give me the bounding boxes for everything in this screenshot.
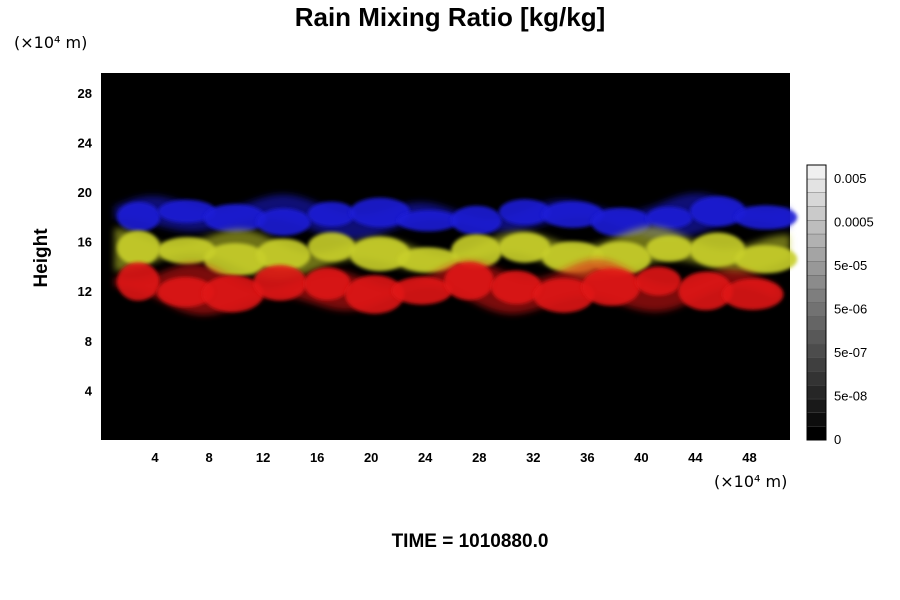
y-tick-label: 12 — [78, 284, 92, 299]
colorbar-level — [806, 288, 827, 304]
colorbar-level — [806, 274, 827, 290]
rain-band-cell — [444, 262, 494, 301]
rain-band-cell — [533, 278, 595, 313]
rain-band-cell — [253, 265, 307, 301]
y-tick-label: 4 — [85, 383, 93, 398]
colorbar-frame — [806, 164, 827, 441]
colorbar-level — [806, 247, 827, 262]
y-axis-ticks: 4 8 12 16 20 24 28 — [78, 86, 93, 399]
rain-band-cell — [491, 270, 542, 305]
rain-band-cell — [202, 275, 264, 313]
rain-band-cell — [498, 232, 551, 263]
colorbar-level — [806, 164, 827, 180]
rain-band-cell — [734, 245, 798, 274]
colorbar-level — [806, 219, 827, 235]
colorbar-level — [806, 233, 827, 249]
colorbar-tick-label: 0.005 — [834, 171, 867, 186]
rain-band-0 — [114, 193, 798, 240]
rain-band-cell — [116, 262, 160, 301]
rain-band-cell — [678, 271, 733, 311]
y-tick-label: 20 — [78, 185, 92, 200]
rain-band-cell — [722, 278, 784, 310]
rain-band-cell — [689, 196, 746, 227]
colorbar-level — [806, 371, 827, 386]
colorbar-level — [806, 178, 827, 194]
rain-band-cell — [116, 201, 161, 232]
time-label: TIME = 1010880.0 — [391, 531, 549, 552]
y-tick-label: 8 — [85, 334, 92, 349]
colorbar-level — [806, 412, 827, 427]
x-tick-label: 48 — [742, 450, 756, 465]
rain-band-cell — [541, 201, 604, 228]
colorbar-tick-label: 5e-06 — [834, 302, 867, 317]
colorbar-level — [806, 426, 827, 441]
colorbar-level — [806, 329, 827, 345]
colorbar-level — [806, 192, 827, 207]
x-tick-label: 44 — [688, 450, 703, 465]
rain-band-cell — [158, 199, 216, 223]
rain-band-cell — [397, 210, 459, 232]
colorbar: 0.005 0.0005 5e-05 5e-06 5e-07 5e-08 0 — [806, 164, 874, 447]
x-tick-label: 12 — [256, 450, 270, 465]
colorbar-tick-label: 5e-07 — [834, 345, 867, 360]
y-tick-label: 24 — [78, 135, 93, 150]
colorbar-level — [806, 384, 827, 400]
rain-band-cell — [734, 205, 798, 230]
rain-band-cell — [303, 267, 351, 301]
rain-band-cell — [391, 276, 453, 305]
rain-band-cell — [581, 268, 641, 306]
rain-band-cell — [349, 197, 411, 228]
rain-band-2 — [114, 259, 784, 316]
rain-band-cell — [256, 208, 311, 236]
rain-band-cell — [256, 238, 311, 271]
rain-band-cell — [157, 276, 214, 308]
rain-band-cell — [345, 275, 405, 314]
x-tick-label: 24 — [418, 450, 433, 465]
rain-band-cell — [349, 236, 411, 272]
colorbar-level — [806, 302, 827, 317]
rain-band-cell — [158, 237, 216, 265]
colorbar-tick-label: 5e-05 — [834, 258, 867, 273]
x-tick-label: 8 — [205, 450, 212, 465]
rain-band-cell — [307, 201, 356, 227]
rain-band-cell — [635, 266, 682, 296]
x-axis-unit: (×10⁴ m) — [714, 472, 788, 491]
chart-title: Rain Mixing Ratio [kg/kg] — [294, 2, 606, 32]
rain-band-cell — [203, 204, 267, 233]
x-tick-label: 36 — [580, 450, 594, 465]
rain-band-cell — [646, 206, 693, 229]
colorbar-level — [806, 316, 827, 331]
colorbar-tick-label: 0 — [834, 432, 841, 447]
rain-band-cell — [397, 247, 459, 273]
colorbar-level — [806, 357, 827, 372]
y-axis-unit: (×10⁴ m) — [14, 33, 88, 52]
rain-band-cell — [498, 199, 551, 225]
colorbar-level — [806, 343, 827, 359]
y-tick-label: 16 — [78, 235, 92, 250]
rain-band-cell — [307, 232, 356, 262]
rain-band-cell — [646, 235, 693, 262]
colorbar-level — [806, 398, 827, 414]
y-tick-label: 28 — [78, 86, 92, 101]
rain-band-cell — [451, 205, 502, 235]
colorbar-tick-label: 0.0005 — [834, 215, 874, 230]
colorbar-level — [806, 261, 827, 276]
rain-band-cell — [451, 234, 502, 269]
rain-bands — [114, 193, 798, 316]
rain-band-cell — [116, 230, 161, 266]
x-tick-label: 28 — [472, 450, 486, 465]
rain-band-cell — [689, 232, 746, 268]
x-tick-label: 20 — [364, 450, 378, 465]
x-axis-ticks: 4 8 12 16 20 24 28 32 36 40 44 48 — [151, 450, 756, 465]
x-tick-label: 4 — [151, 450, 159, 465]
x-tick-label: 16 — [310, 450, 324, 465]
x-tick-label: 32 — [526, 450, 540, 465]
x-tick-label: 40 — [634, 450, 648, 465]
colorbar-tick-label: 5e-08 — [834, 389, 867, 404]
rain-band-cell — [203, 243, 267, 277]
colorbar-level — [806, 206, 827, 221]
